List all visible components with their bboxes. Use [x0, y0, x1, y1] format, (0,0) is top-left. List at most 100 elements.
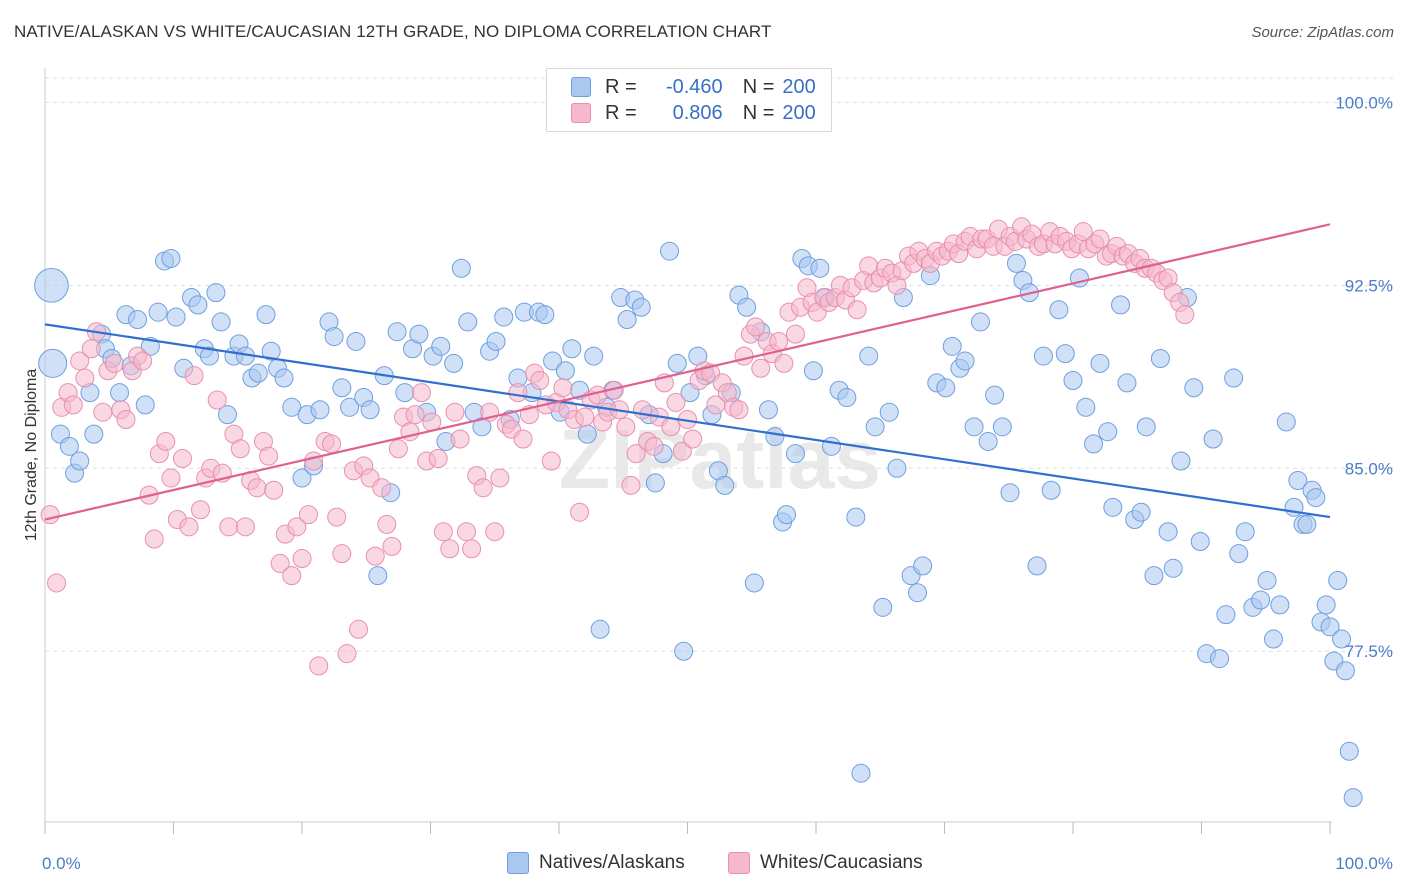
- pink-data-point: [388, 439, 408, 459]
- pink-data-point: [70, 351, 90, 371]
- blue-data-point: [368, 566, 388, 586]
- blue-data-point: [161, 249, 181, 269]
- pink-data-point: [644, 436, 664, 456]
- blue-data-point: [1150, 349, 1170, 369]
- pink-data-point: [47, 573, 67, 593]
- y-tick-label: 85.0%: [1345, 459, 1393, 478]
- pink-data-point: [621, 475, 641, 495]
- pink-data-point: [553, 378, 573, 398]
- pink-data-point: [473, 478, 493, 498]
- pink-data-point: [751, 358, 771, 378]
- pink-data-point: [633, 400, 653, 420]
- blue-data-point: [1184, 378, 1204, 398]
- pink-data-point: [734, 346, 754, 366]
- pink-data-point: [207, 390, 227, 410]
- blue-data-point: [535, 305, 555, 325]
- blue-data-point: [1270, 595, 1290, 615]
- pink-data-point: [575, 407, 595, 427]
- blue-data-point: [1055, 344, 1075, 364]
- blue-data-point: [584, 346, 604, 366]
- pink-data-point: [332, 544, 352, 564]
- pink-data-point: [298, 505, 318, 525]
- blue-data-point: [744, 573, 764, 593]
- pink-data-point: [847, 300, 867, 320]
- blue-data-point: [1332, 629, 1352, 649]
- legend-n-value: 200: [782, 101, 816, 124]
- pink-data-point: [287, 517, 307, 537]
- blue-data-point: [1328, 571, 1348, 591]
- pink-data-point: [1175, 305, 1195, 325]
- pink-data-point: [683, 429, 703, 449]
- blue-data-point: [261, 341, 281, 361]
- chart-source: Source: ZipAtlas.com: [1251, 24, 1394, 41]
- blue-data-point: [360, 400, 380, 420]
- blue-data-point: [776, 505, 796, 525]
- pink-data-point: [785, 324, 805, 344]
- legend-r-label: R =: [605, 75, 637, 98]
- pink-data-point: [235, 517, 255, 537]
- pink-data-point: [349, 619, 369, 639]
- blue-data-point: [1288, 470, 1308, 490]
- pink-data-point: [490, 468, 510, 488]
- pink-data-point: [626, 444, 646, 464]
- x-tick-label: 100.0%: [1335, 854, 1393, 873]
- blue-data-point: [274, 368, 294, 388]
- blue-data-point: [1209, 649, 1229, 669]
- blue-data-point: [942, 336, 962, 356]
- y-tick-label: 92.5%: [1345, 276, 1393, 295]
- pink-data-point: [172, 449, 192, 469]
- blue-data-point: [1263, 629, 1283, 649]
- blue-data-point: [631, 297, 651, 317]
- blue-data-point: [1090, 353, 1110, 373]
- scatter-points: [34, 217, 1363, 808]
- pink-data-point: [322, 434, 342, 454]
- blue-data-point: [737, 297, 757, 317]
- legend: R = -0.460 N = 200 R = 0.806 N = 200: [546, 68, 832, 132]
- blue-data-point: [1144, 566, 1164, 586]
- blue-data-point: [409, 324, 429, 344]
- blue-data-point: [1117, 373, 1137, 393]
- blue-data-point: [1235, 522, 1255, 542]
- blue-data-point: [38, 348, 68, 378]
- blue-data-point: [1136, 417, 1156, 437]
- blue-data-point: [458, 312, 478, 332]
- blue-data-point: [865, 417, 885, 437]
- pink-data-point: [270, 553, 290, 573]
- blue-data-point: [1276, 412, 1296, 432]
- blue-data-point: [851, 763, 871, 783]
- pink-data-point: [292, 549, 312, 569]
- blue-data-point: [1076, 397, 1096, 417]
- y-tick-label: 100.0%: [1335, 93, 1393, 112]
- pink-data-point: [144, 529, 164, 549]
- blue-data-point: [1343, 788, 1363, 808]
- blue-data-point: [1084, 434, 1104, 454]
- blue-data-point: [1041, 480, 1061, 500]
- pink-data-point: [179, 517, 199, 537]
- blue-data-point: [555, 361, 575, 381]
- blue-data-point: [135, 395, 155, 415]
- pink-data-point: [264, 480, 284, 500]
- blue-data-point: [324, 327, 344, 347]
- pink-data-point: [1073, 222, 1093, 242]
- blue-data-point: [1033, 346, 1053, 366]
- blue-data-point: [211, 312, 231, 332]
- pink-data-point: [672, 441, 692, 461]
- legend-n-label: N =: [742, 101, 775, 124]
- blue-data-point: [1103, 497, 1123, 517]
- blue-data-point: [292, 468, 312, 488]
- blue-data-point: [128, 309, 148, 329]
- pink-data-point: [337, 644, 357, 664]
- pink-data-point: [570, 502, 590, 522]
- pink-data-point: [508, 383, 528, 403]
- blue-data-point: [256, 305, 276, 325]
- blue-data-point: [810, 258, 830, 278]
- blue-data-point: [543, 351, 563, 371]
- blue-data-point: [217, 405, 237, 425]
- axes: [44, 68, 1332, 834]
- blue-data-point: [70, 451, 90, 471]
- blue-data-point: [451, 258, 471, 278]
- blue-data-point: [667, 353, 687, 373]
- blue-data-point: [1098, 422, 1118, 442]
- blue-data-point: [148, 302, 168, 322]
